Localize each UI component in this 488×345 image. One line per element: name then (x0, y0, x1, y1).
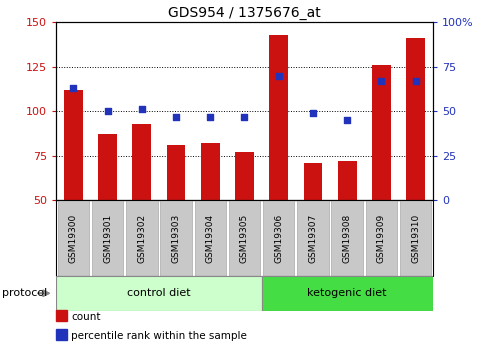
Bar (160, 200, 191, 276)
Bar (132, 124, 151, 200)
Point (308, 110, 316, 116)
Text: GSM19301: GSM19301 (103, 214, 112, 263)
Text: percentile rank within the sample: percentile rank within the sample (71, 332, 246, 341)
Bar (194, 200, 225, 276)
Text: GSM19309: GSM19309 (376, 214, 385, 263)
Text: GSM19303: GSM19303 (171, 214, 180, 263)
Bar (297, 200, 328, 276)
Bar (126, 200, 157, 276)
Point (138, 107, 145, 112)
Point (343, 117, 350, 123)
Text: GSM19307: GSM19307 (308, 214, 317, 263)
Text: count: count (71, 313, 100, 322)
Bar (166, 145, 185, 200)
Bar (98, 134, 117, 200)
Bar (201, 143, 219, 200)
Text: GSM19305: GSM19305 (240, 214, 248, 263)
Bar (56, 276, 261, 310)
Point (172, 114, 180, 119)
Bar (371, 65, 390, 200)
Bar (406, 38, 424, 200)
Bar (337, 161, 356, 200)
Text: GSM19302: GSM19302 (137, 214, 146, 263)
Point (206, 114, 214, 119)
Text: protocol: protocol (2, 288, 48, 298)
Bar (92, 200, 123, 276)
Bar (64, 90, 82, 200)
Point (103, 108, 111, 114)
Text: ketogenic diet: ketogenic diet (307, 288, 386, 298)
Text: GSM19308: GSM19308 (342, 214, 351, 263)
Bar (261, 276, 432, 310)
Bar (228, 200, 260, 276)
Title: GDS954 / 1375676_at: GDS954 / 1375676_at (168, 6, 320, 20)
Bar (331, 200, 362, 276)
Text: GSM19304: GSM19304 (205, 214, 214, 263)
Point (240, 114, 248, 119)
Bar (365, 200, 396, 276)
Text: control diet: control diet (127, 288, 190, 298)
Bar (399, 200, 430, 276)
Point (274, 73, 282, 78)
Text: GSM19306: GSM19306 (274, 214, 283, 263)
Bar (263, 200, 294, 276)
Bar (235, 152, 253, 200)
Bar (58, 200, 89, 276)
Point (411, 78, 419, 84)
Bar (303, 163, 322, 200)
Bar (56, 200, 432, 276)
Text: GSM19300: GSM19300 (69, 214, 78, 263)
Point (69, 86, 77, 91)
Bar (269, 35, 287, 200)
Point (377, 78, 385, 84)
Text: GSM19310: GSM19310 (410, 214, 419, 263)
